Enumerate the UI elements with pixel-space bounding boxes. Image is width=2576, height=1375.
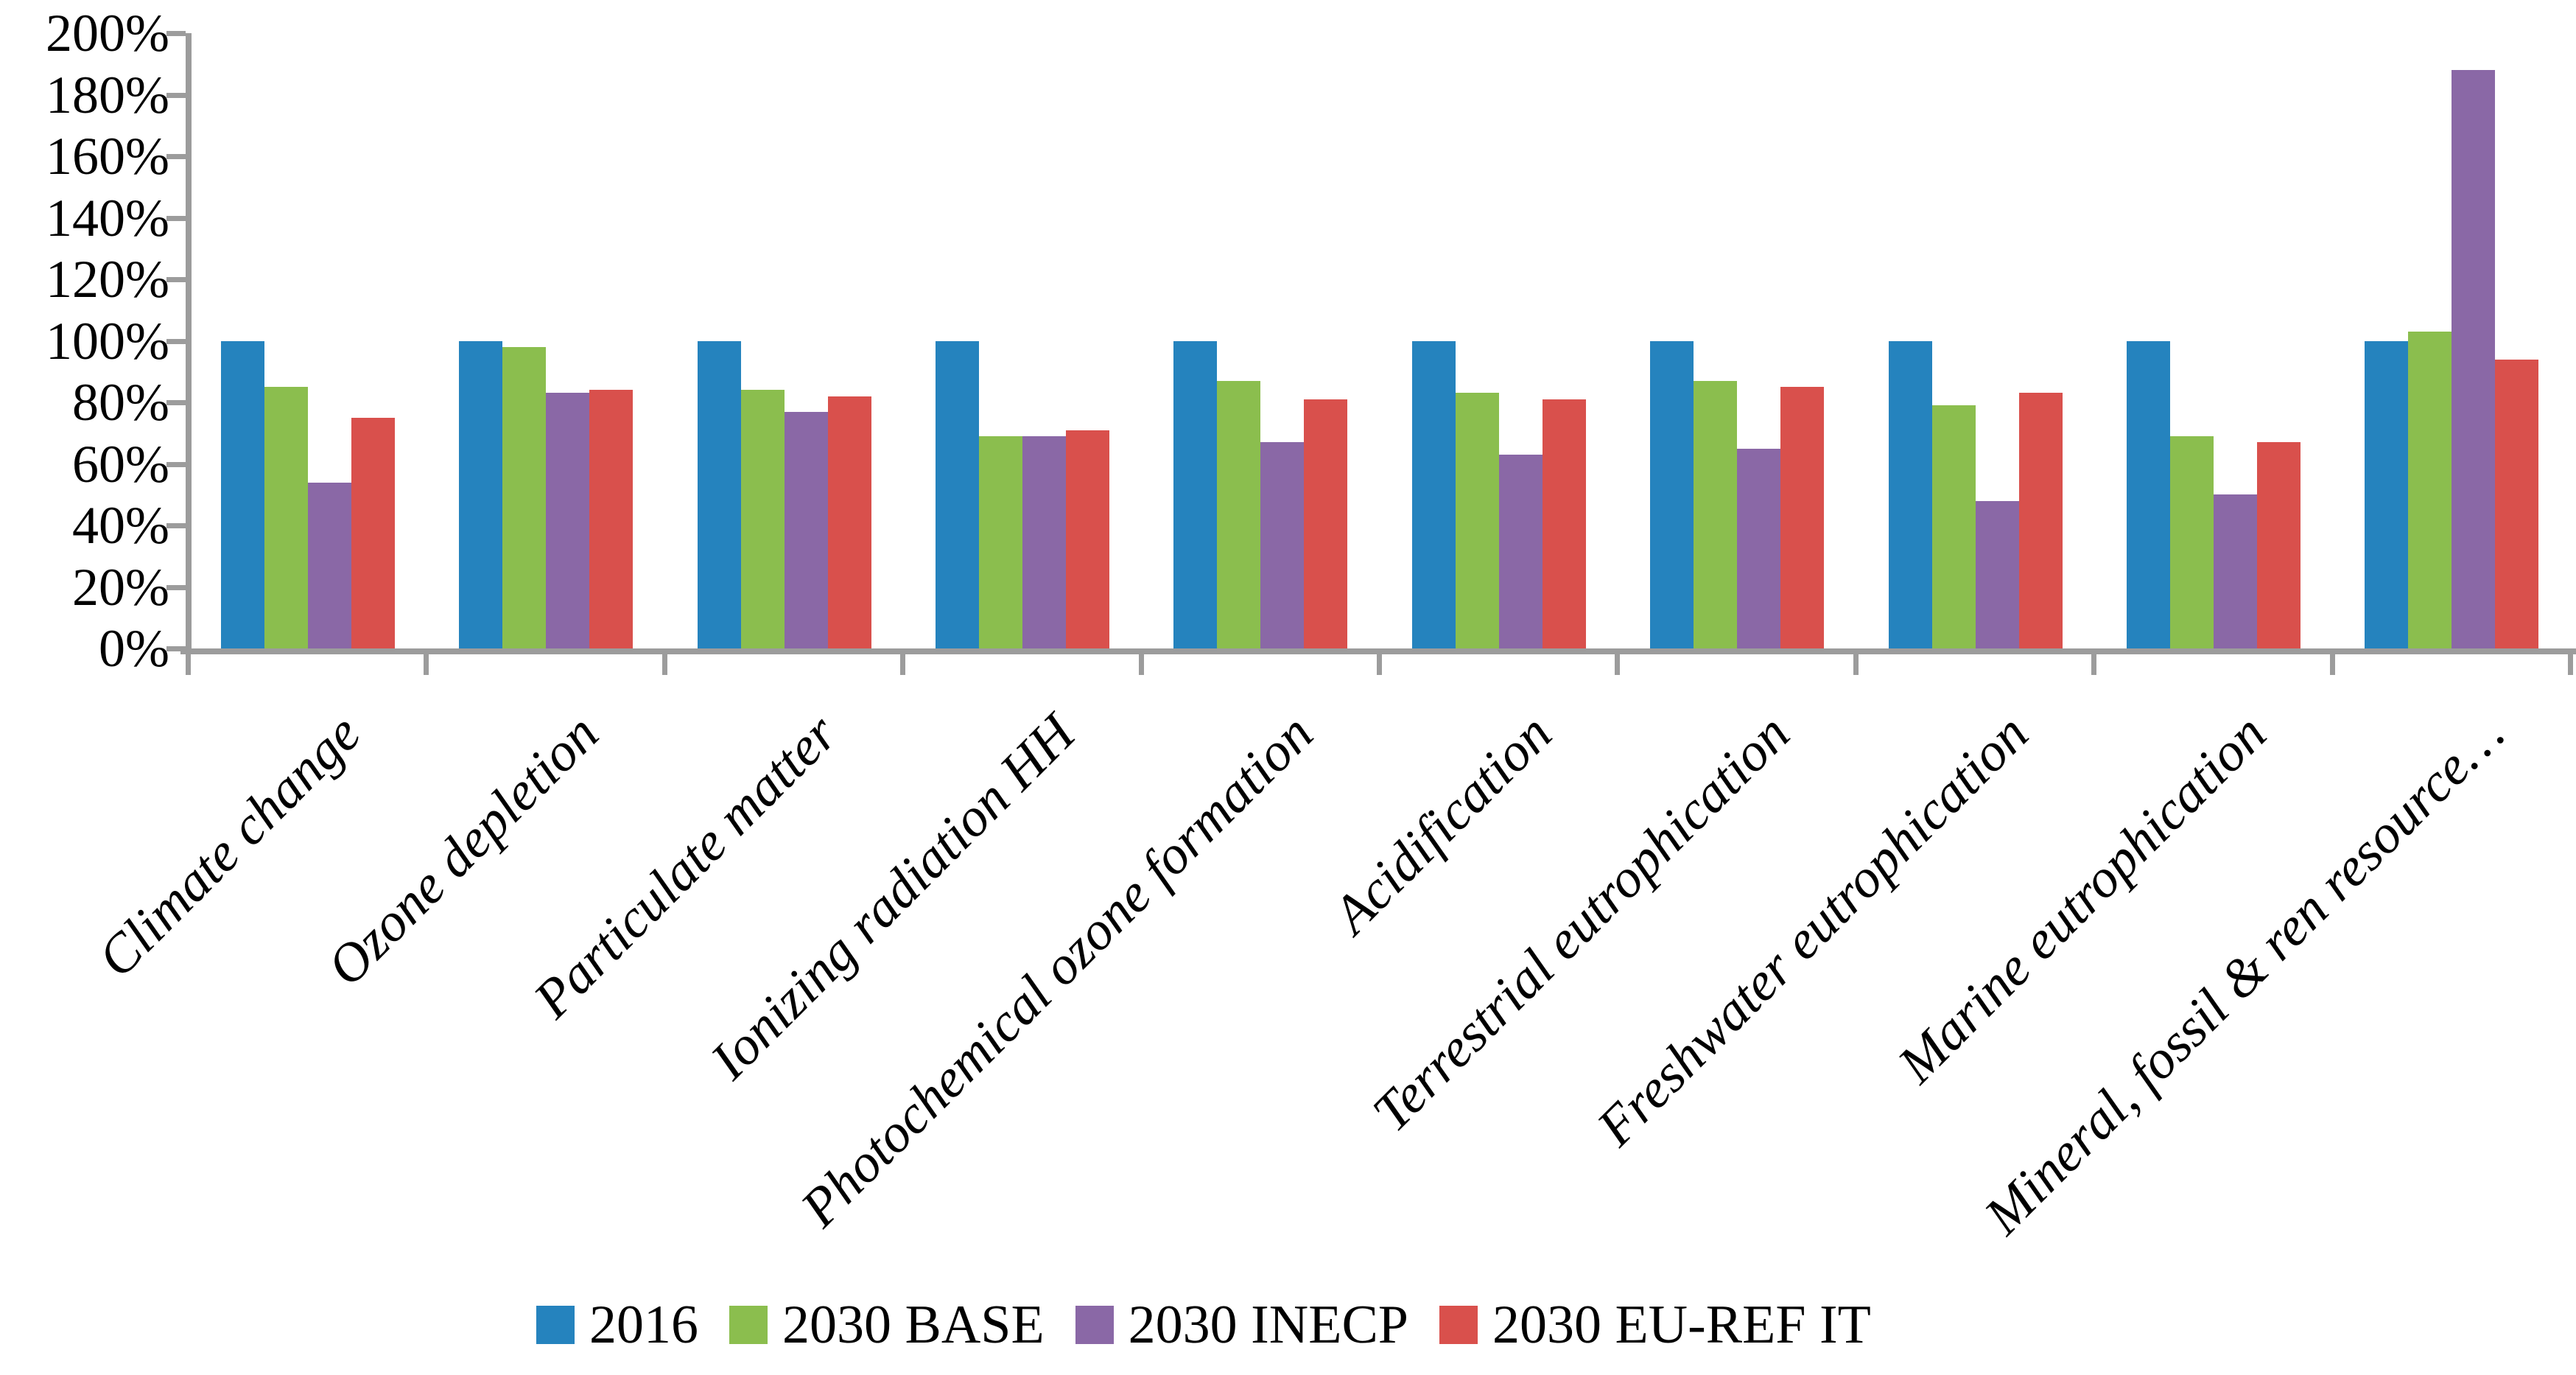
legend-item-2030-base: 2030 BASE bbox=[729, 1295, 1045, 1354]
bar-2030-eu-ref-it bbox=[351, 417, 395, 648]
legend-item-2030-inecp: 2030 INECP bbox=[1075, 1295, 1408, 1354]
bar-2030-eu-ref-it bbox=[2018, 393, 2063, 648]
y-tick bbox=[166, 584, 186, 590]
y-tick bbox=[166, 215, 186, 221]
bar-2016 bbox=[1888, 340, 1932, 648]
y-tick bbox=[166, 523, 186, 528]
bar-2016 bbox=[1173, 340, 1218, 648]
x-tick bbox=[186, 648, 191, 675]
y-tick-label: 80% bbox=[72, 373, 169, 432]
legend-label: 2030 BASE bbox=[782, 1295, 1045, 1355]
bar-2030-inecp bbox=[1737, 448, 1781, 648]
bar-2030-inecp bbox=[2213, 494, 2257, 648]
y-tick bbox=[166, 461, 186, 467]
bar-2030-eu-ref-it bbox=[589, 390, 634, 648]
x-tick bbox=[424, 648, 429, 675]
bar-2030-inecp bbox=[784, 411, 828, 648]
y-tick-label: 0% bbox=[99, 619, 169, 678]
bar-2030-base bbox=[2169, 435, 2214, 648]
bar-2030-base bbox=[740, 390, 785, 648]
bar-2030-eu-ref-it bbox=[1304, 399, 1348, 648]
legend-label: 2030 INECP bbox=[1128, 1295, 1408, 1355]
legend-swatch bbox=[1439, 1306, 1478, 1344]
bar-2016 bbox=[697, 340, 741, 648]
legend: 2016 2030 BASE 2030 INECP 2030 EU-REF IT bbox=[536, 1295, 1871, 1354]
x-tick bbox=[2329, 648, 2335, 675]
legend-item-2016: 2016 bbox=[536, 1295, 698, 1354]
bar-2030-base bbox=[1455, 393, 1499, 648]
bar-2030-eu-ref-it bbox=[827, 396, 871, 648]
bar-2030-base bbox=[2408, 331, 2452, 648]
y-tick bbox=[166, 31, 186, 36]
x-tick bbox=[2568, 648, 2573, 675]
y-tick-label: 20% bbox=[72, 557, 169, 617]
bar-2016 bbox=[935, 340, 979, 648]
bar-2030-inecp bbox=[1498, 454, 1543, 648]
bar-2030-base bbox=[502, 346, 547, 648]
bar-2016 bbox=[1650, 340, 1694, 648]
y-tick bbox=[166, 154, 186, 159]
x-tick bbox=[661, 648, 667, 675]
y-axis-line bbox=[186, 33, 192, 654]
y-tick-label: 60% bbox=[72, 434, 169, 494]
y-tick bbox=[166, 646, 186, 651]
bar-2030-eu-ref-it bbox=[1065, 430, 1109, 648]
bar-2016 bbox=[2126, 340, 2170, 648]
y-tick-label: 40% bbox=[72, 496, 169, 555]
bar-2030-inecp bbox=[1975, 500, 2019, 648]
x-tick bbox=[1138, 648, 1144, 675]
y-tick bbox=[166, 338, 186, 344]
y-tick-label: 200% bbox=[46, 4, 169, 63]
x-tick bbox=[1377, 648, 1382, 675]
bar-2030-inecp bbox=[1260, 442, 1305, 648]
category-label: Mineral, fossil & ren resource… bbox=[1973, 703, 2516, 1247]
y-tick-label: 140% bbox=[46, 188, 169, 248]
bar-2030-inecp bbox=[2452, 70, 2496, 648]
bar-2030-base bbox=[1694, 380, 1738, 648]
y-tick-label: 180% bbox=[46, 65, 169, 125]
bar-2016 bbox=[220, 340, 264, 648]
bar-2030-eu-ref-it bbox=[1542, 399, 1586, 648]
legend-label: 2030 EU-REF IT bbox=[1492, 1295, 1871, 1355]
bar-2030-inecp bbox=[1022, 435, 1066, 648]
x-tick bbox=[1853, 648, 1859, 675]
y-tick bbox=[166, 400, 186, 405]
bar-2030-inecp bbox=[307, 482, 351, 648]
bar-2030-base bbox=[1931, 405, 1976, 648]
y-tick-label: 120% bbox=[46, 250, 169, 309]
y-tick bbox=[166, 277, 186, 282]
x-tick bbox=[900, 648, 906, 675]
bar-2030-base bbox=[978, 435, 1022, 648]
legend-swatch bbox=[1075, 1306, 1114, 1344]
legend-swatch bbox=[536, 1306, 575, 1344]
legend-item-2030-eu-ref-it: 2030 EU-REF IT bbox=[1439, 1295, 1871, 1354]
bar-2030-base bbox=[1217, 380, 1261, 648]
bar-2030-eu-ref-it bbox=[2495, 359, 2539, 648]
bar-2030-inecp bbox=[546, 393, 590, 648]
bar-2030-base bbox=[264, 387, 308, 648]
bar-2016 bbox=[459, 340, 503, 648]
bar-2016 bbox=[2365, 340, 2409, 648]
legend-swatch bbox=[729, 1306, 768, 1344]
bar-2030-eu-ref-it bbox=[1780, 387, 1825, 648]
x-tick bbox=[1615, 648, 1621, 675]
bar-2030-eu-ref-it bbox=[2256, 442, 2300, 648]
bar-2016 bbox=[1411, 340, 1456, 648]
legend-label: 2016 bbox=[589, 1295, 698, 1355]
y-tick-label: 100% bbox=[46, 311, 169, 371]
y-tick bbox=[166, 92, 186, 98]
y-tick-label: 160% bbox=[46, 127, 169, 186]
x-tick bbox=[2091, 648, 2097, 675]
